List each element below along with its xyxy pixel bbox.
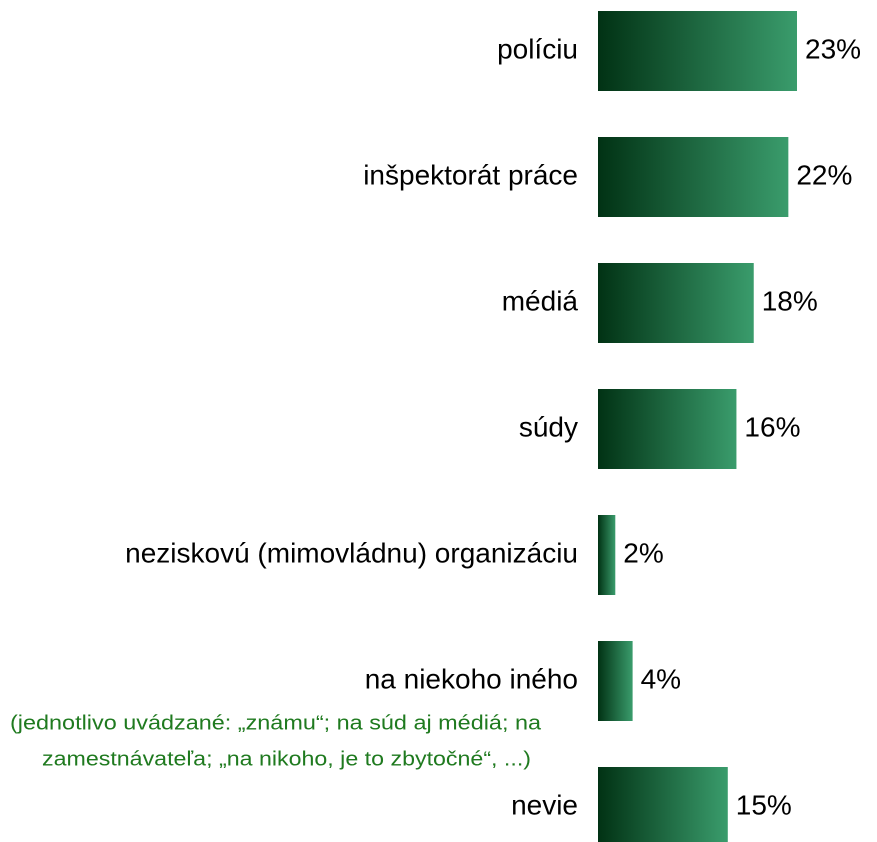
bar xyxy=(598,389,737,469)
value-label: 23% xyxy=(805,33,861,64)
category-label: neziskovú (mimovládnu) organizáciu xyxy=(125,537,578,568)
category-label: súdy xyxy=(519,411,578,442)
category-label: inšpektorát práce xyxy=(363,159,578,190)
bar xyxy=(598,515,616,595)
bar xyxy=(598,767,728,842)
category-label: nevie xyxy=(511,789,578,820)
value-label: 16% xyxy=(744,411,800,442)
bar xyxy=(598,11,797,91)
value-label: 15% xyxy=(736,789,792,820)
category-label: na niekoho iného xyxy=(365,663,578,694)
value-label: 22% xyxy=(796,159,852,190)
value-label: 4% xyxy=(641,663,681,694)
annotation: zamestnávateľa; „na nikoho, je to zbytoč… xyxy=(42,748,531,770)
value-label: 2% xyxy=(623,537,663,568)
annotation: (jednotlivo uvádzané: „známu“; na súd aj… xyxy=(10,712,542,734)
bar xyxy=(598,641,633,721)
bar xyxy=(598,137,789,217)
value-label: 18% xyxy=(762,285,818,316)
category-label: políciu xyxy=(497,33,578,64)
category-label: médiá xyxy=(502,285,579,316)
bar xyxy=(598,263,754,343)
